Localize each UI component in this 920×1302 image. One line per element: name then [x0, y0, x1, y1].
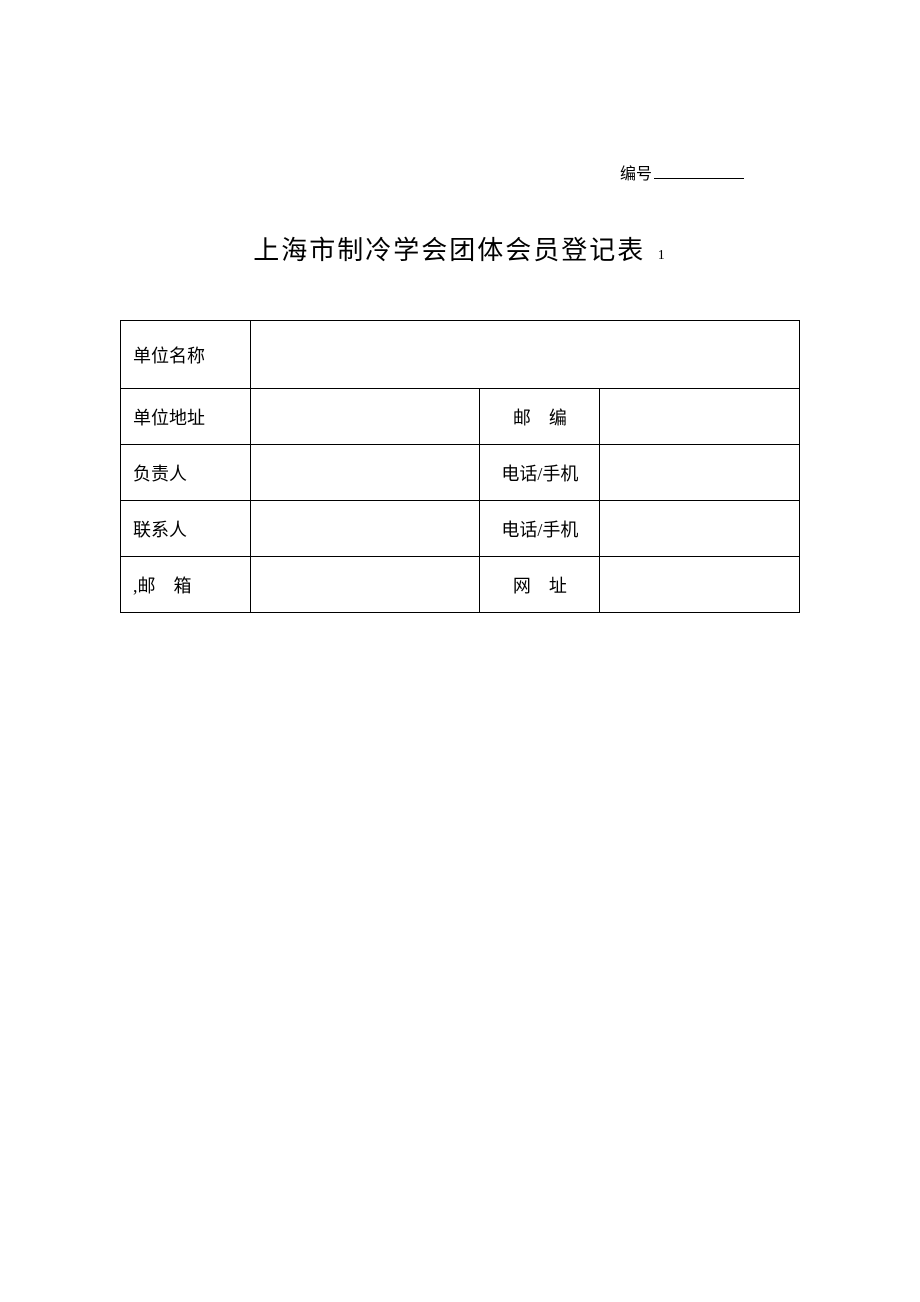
website-value	[600, 557, 800, 613]
email-value	[250, 557, 480, 613]
contact-phone-label: 电话/手机	[480, 501, 600, 557]
registration-form-table: 单位名称 单位地址 邮 编 负责人 电话/手机 联系人 电话/手机 ,邮 箱 网…	[120, 320, 800, 613]
unit-name-value	[250, 321, 799, 389]
unit-address-label: 单位地址	[121, 389, 251, 445]
table-row: 负责人 电话/手机	[121, 445, 800, 501]
responsible-person-value	[250, 445, 480, 501]
table-row: 单位名称	[121, 321, 800, 389]
title-main-text: 上海市制冷学会团体会员登记表	[253, 236, 645, 265]
contact-person-label: 联系人	[121, 501, 251, 557]
document-title: 上海市制冷学会团体会员登记表 1	[0, 230, 920, 267]
responsible-phone-value	[600, 445, 800, 501]
serial-number-section: 编号	[620, 160, 744, 184]
email-label: ,邮 箱	[121, 557, 251, 613]
serial-number-underline	[654, 178, 744, 179]
serial-number-label: 编号	[620, 160, 652, 184]
responsible-person-label: 负责人	[121, 445, 251, 501]
title-suffix-number: 1	[658, 248, 667, 263]
table-row: 联系人 电话/手机	[121, 501, 800, 557]
postcode-value	[600, 389, 800, 445]
table-row: ,邮 箱 网 址	[121, 557, 800, 613]
unit-name-label: 单位名称	[121, 321, 251, 389]
contact-phone-value	[600, 501, 800, 557]
postcode-label: 邮 编	[480, 389, 600, 445]
table-row: 单位地址 邮 编	[121, 389, 800, 445]
responsible-phone-label: 电话/手机	[480, 445, 600, 501]
unit-address-value	[250, 389, 480, 445]
website-label: 网 址	[480, 557, 600, 613]
contact-person-value	[250, 501, 480, 557]
